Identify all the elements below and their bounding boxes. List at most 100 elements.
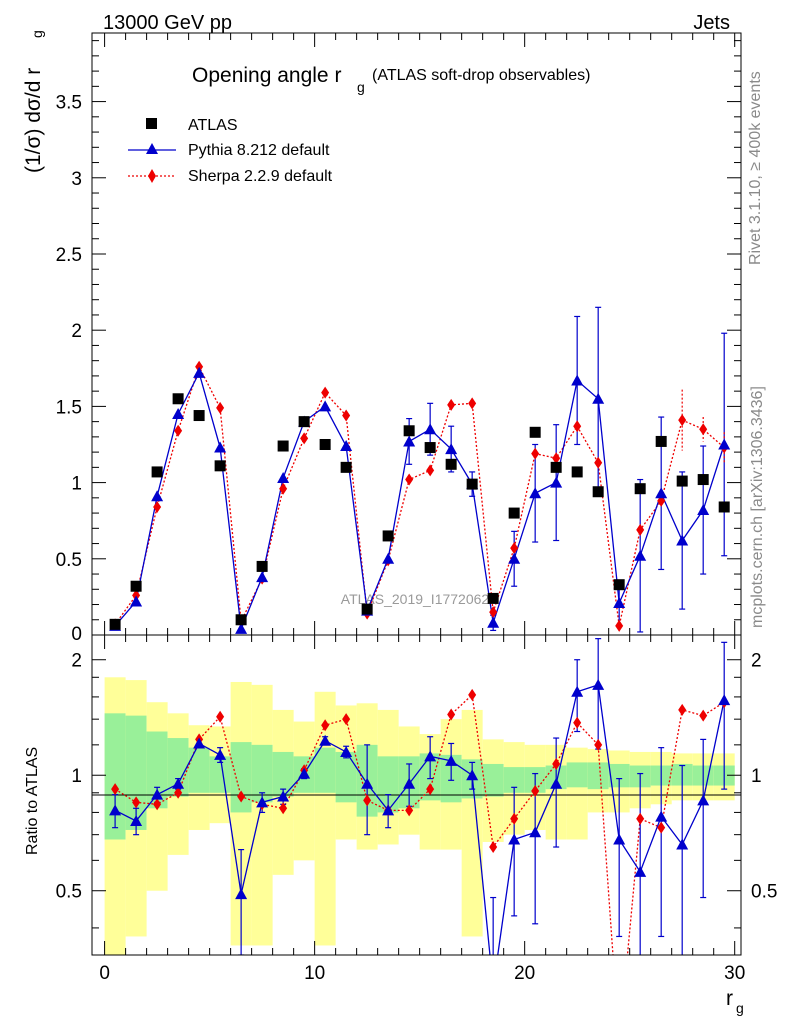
atlas-point	[445, 458, 457, 470]
band-inner	[335, 751, 357, 803]
atlas-point	[235, 614, 247, 626]
mcplots-label: mcplots.cern.ch [arXiv:1306.3436]	[749, 386, 766, 628]
pythia-point	[718, 438, 731, 450]
atlas-point	[655, 435, 667, 447]
legend-label-pythia: Pythia 8.212 default	[188, 142, 330, 159]
atlas-point	[634, 483, 646, 495]
ratio-sherpa-point	[552, 757, 561, 770]
band-outer	[251, 684, 273, 946]
ratio-pythia-point	[319, 734, 332, 746]
ratio-y-tick-label-right: 1	[751, 766, 762, 787]
sherpa-point	[573, 420, 582, 433]
pythia-point	[256, 571, 269, 583]
atlas-point	[613, 579, 625, 591]
ratio-y-tick-label: 1	[71, 766, 82, 787]
atlas-point	[193, 410, 205, 422]
sherpa-point	[300, 432, 309, 445]
ratio-series-group	[109, 638, 731, 955]
pythia-point	[319, 400, 332, 412]
x-axis-label: r	[726, 987, 733, 1010]
sherpa-point	[678, 414, 687, 427]
atlas-point	[130, 580, 142, 592]
pythia-point	[424, 423, 437, 435]
ratio-pythia-point	[151, 788, 164, 800]
band-inner	[314, 747, 336, 793]
atlas-point	[508, 507, 520, 519]
sherpa-point	[195, 360, 204, 373]
ratio-sherpa-point	[636, 812, 645, 825]
ratio-sherpa-point	[174, 786, 183, 799]
y-tick-label: 2.5	[56, 245, 82, 266]
y-tick-label: 3	[71, 169, 82, 190]
x-tick-label: 10	[304, 963, 325, 984]
atlas-point	[319, 438, 331, 450]
sherpa-point	[468, 397, 477, 410]
ratio-pythia-point	[214, 748, 227, 760]
atlas-point	[697, 474, 709, 486]
pythia-point	[235, 622, 248, 634]
sherpa-point	[342, 409, 351, 422]
chart-title-subscript: g	[357, 79, 365, 95]
atlas-point	[403, 425, 415, 437]
legend: ATLAS Pythia 8.212 default Sherpa 2.2.9 …	[128, 117, 333, 185]
band-inner	[587, 762, 609, 790]
y-tick-label: 1.5	[56, 397, 82, 418]
x-tick-label: 20	[514, 963, 535, 984]
ratio-pythia-point	[361, 777, 374, 789]
sherpa-line	[114, 365, 725, 626]
ratio-sherpa-point	[279, 802, 288, 815]
y-tick-label: 3.5	[56, 93, 82, 114]
band-inner	[146, 731, 168, 809]
sherpa-point	[552, 452, 561, 465]
header-category: Jets	[693, 12, 730, 34]
ratio-sherpa-point	[342, 713, 351, 726]
atlas-point	[382, 530, 394, 542]
atlas-point	[676, 475, 688, 487]
pythia-point	[697, 504, 710, 516]
rivet-label: Rivet 3.1.10, ≥ 400k events	[747, 71, 764, 265]
pythia-point	[634, 549, 647, 561]
sherpa-point	[510, 542, 519, 555]
sherpa-point	[279, 482, 288, 495]
atlas-point	[151, 466, 163, 478]
band-inner	[209, 756, 231, 793]
ratio-plot: 0 10 20 30 0.5 0.5 1 1 2 2 Ratio to ATLAS r g	[24, 634, 777, 1016]
ratio-sherpa-point	[111, 783, 120, 796]
ratio-pythia-point	[382, 804, 395, 816]
band-inner	[104, 713, 126, 840]
ratio-sherpa-point	[426, 783, 435, 796]
pythia-point	[130, 595, 143, 607]
ratio-sherpa-point	[489, 841, 498, 854]
band-inner	[608, 763, 630, 788]
ratio-pythia-point	[193, 737, 206, 749]
main-plot: ATLAS_2019_I1772062 0.5 1 1.5 2 2.5 3 3.5 0 Ope…	[22, 30, 742, 645]
ratio-pythia-point	[445, 754, 458, 766]
atlas-point	[466, 478, 478, 490]
ratio-pythia-point	[529, 826, 542, 838]
sherpa-point	[489, 606, 498, 619]
ratio-sherpa-point	[405, 804, 414, 817]
sherpa-point	[405, 473, 414, 486]
ratio-sherpa-point	[678, 703, 687, 716]
band-inner	[272, 751, 294, 797]
pythia-point	[151, 490, 164, 502]
pythia-point	[550, 476, 563, 488]
watermark: ATLAS_2019_I1772062	[341, 591, 490, 607]
sherpa-point	[699, 423, 708, 436]
ratio-pythia-point	[697, 794, 710, 806]
y-axis-label: (1/σ) dσ/d r	[22, 68, 45, 173]
pythia-point	[382, 552, 395, 564]
ratio-pythia-point	[655, 810, 668, 822]
atlas-point	[424, 442, 436, 454]
band-inner	[251, 744, 273, 803]
atlas-point	[256, 560, 268, 572]
band-inner	[566, 762, 588, 788]
sherpa-point	[636, 523, 645, 536]
legend-marker-pythia	[146, 143, 158, 154]
atlas-point	[550, 461, 562, 473]
chart-title-suffix: (ATLAS soft-drop observables)	[372, 67, 590, 84]
atlas-point	[718, 501, 730, 513]
legend-label-sherpa: Sherpa 2.2.9 default	[188, 168, 333, 185]
ratio-pythia-point	[424, 750, 437, 762]
band-inner	[482, 763, 504, 797]
